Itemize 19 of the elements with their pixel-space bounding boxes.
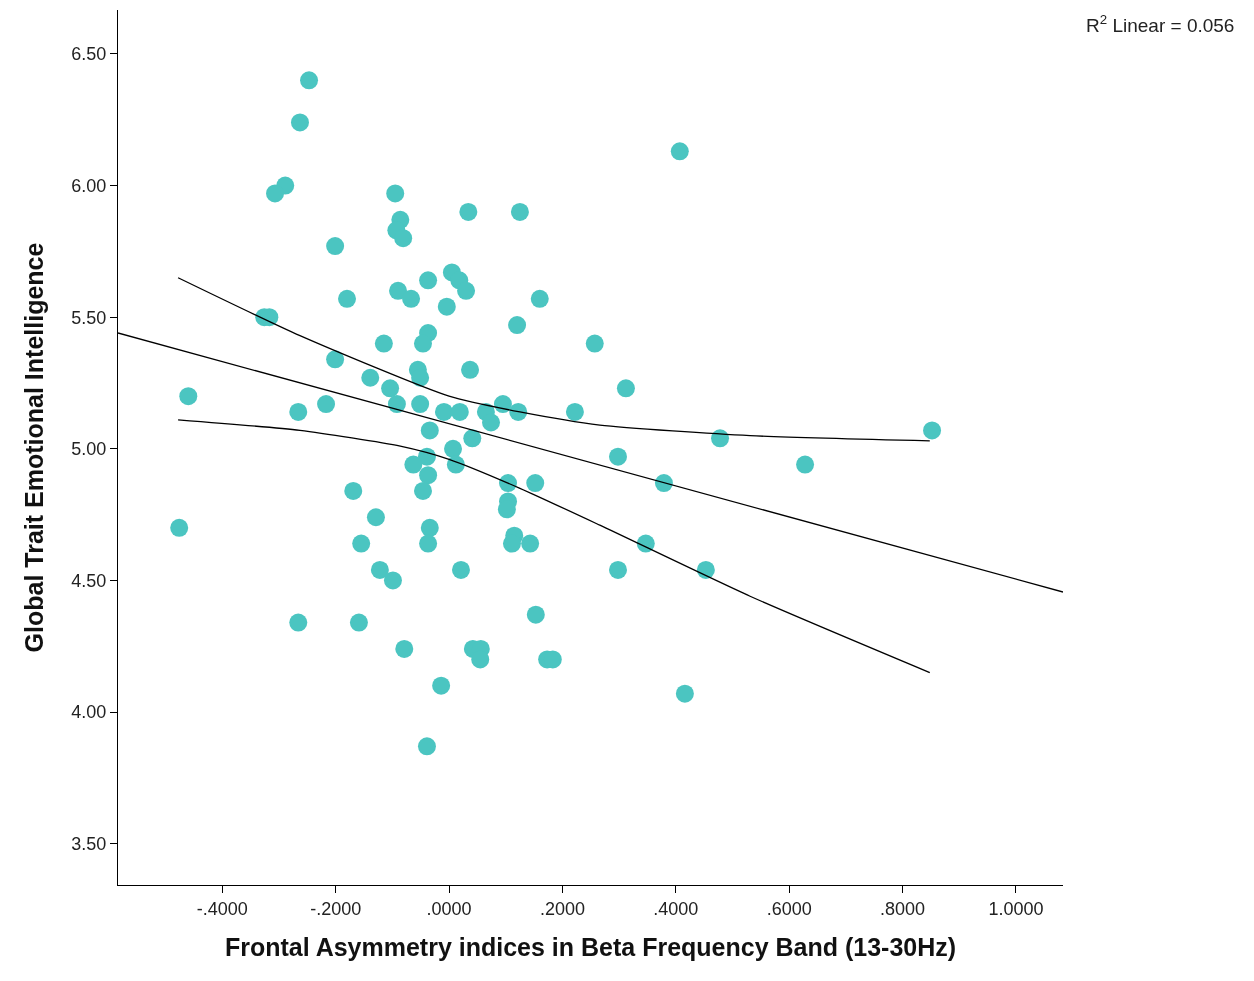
x-tick-label: -.4000 bbox=[196, 898, 248, 919]
y-tick-label: 3.50 bbox=[71, 833, 107, 854]
x-tick-label: -.2000 bbox=[310, 898, 362, 919]
x-tick-label: .0000 bbox=[426, 898, 472, 919]
y-axis-title: Global Trait Emotional Intelligence bbox=[20, 242, 49, 653]
y-tick-label: 5.50 bbox=[71, 307, 107, 328]
y-tick-label: 6.00 bbox=[71, 175, 107, 196]
x-tick-label: .8000 bbox=[880, 898, 926, 919]
text: R$^{2}$ Linear = 0.056 bbox=[1086, 12, 1235, 36]
y-tick-label: 5.00 bbox=[71, 439, 107, 460]
x-tick-label: .2000 bbox=[539, 898, 585, 919]
x-axis-title: Frontal Asymmetry indices in Beta Frequency Band (13-30Hz) bbox=[224, 932, 957, 961]
y-tick-label: 6.50 bbox=[71, 44, 107, 65]
x-tick-label: .4000 bbox=[653, 898, 699, 919]
x-tick-label: 1.0000 bbox=[988, 898, 1044, 919]
y-tick-label: 4.50 bbox=[71, 570, 107, 591]
line-series bbox=[177, 419, 931, 674]
x-tick-label: .6000 bbox=[766, 898, 812, 919]
y-tick-label: 4.00 bbox=[71, 702, 107, 723]
